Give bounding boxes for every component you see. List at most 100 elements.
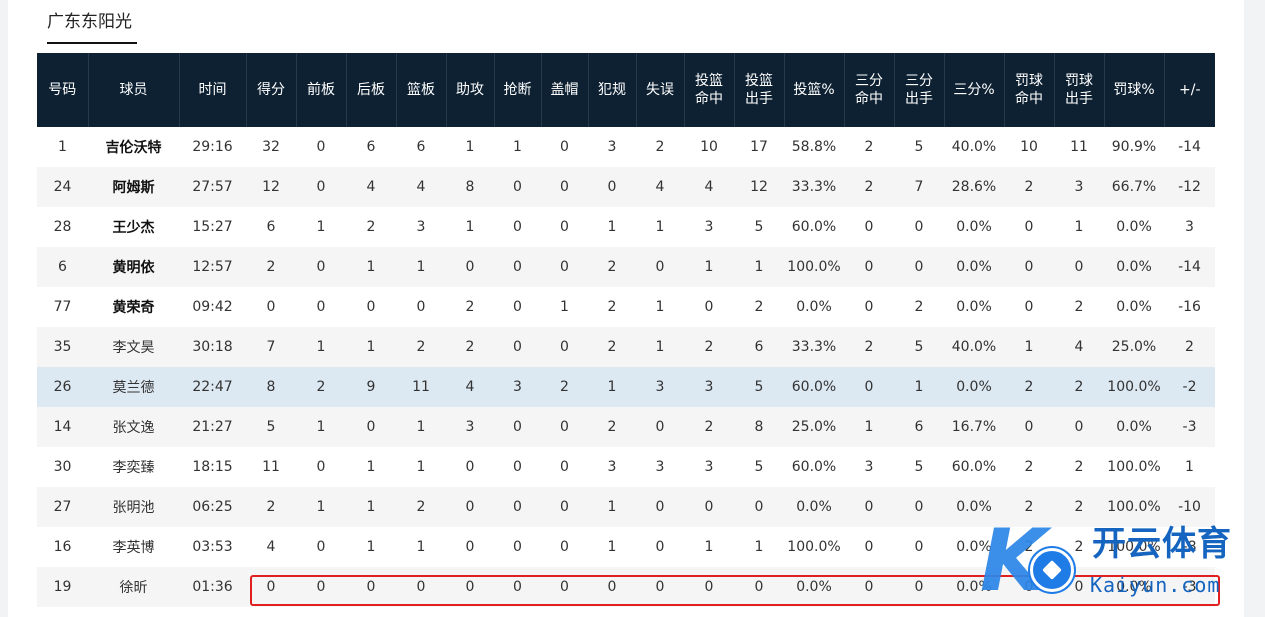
stat-cell: 1 — [734, 247, 784, 287]
column-header-label: 盖帽 — [550, 82, 579, 98]
stat-cell: 12 — [734, 167, 784, 207]
stat-cell: 0.0% — [1116, 219, 1152, 235]
stat-cell: 0 — [844, 247, 894, 287]
stat-cell: -8 — [1182, 539, 1197, 555]
stat-cell: 2 — [541, 367, 588, 407]
stat-cell: 11 — [262, 459, 280, 475]
stat-cell: 4 — [684, 167, 734, 207]
stat-cell: 3 — [864, 459, 874, 475]
column-header-label: 罚球 — [1065, 73, 1093, 89]
player-name: 莫兰德 — [88, 367, 179, 407]
stat-cell: 2 — [396, 487, 446, 527]
stat-cell: 5 — [246, 407, 296, 447]
stat-cell: 1 — [465, 219, 475, 235]
stat-cell: 2 — [864, 139, 874, 155]
stat-cell: 60.0% — [951, 459, 997, 475]
column-header-label: +/- — [1179, 82, 1201, 98]
stat-cell: 5 — [894, 327, 944, 367]
stat-cell: 0 — [366, 299, 376, 315]
column-header: +/- — [1164, 53, 1215, 127]
column-header: 三分 出手 — [894, 53, 945, 127]
stat-cell: 2 — [296, 367, 346, 407]
stat-cell: 0 — [541, 487, 588, 527]
stat-cell: 1 — [754, 539, 764, 555]
stat-cell: 1 — [607, 539, 617, 555]
stat-cell: 100.0% — [1107, 539, 1161, 555]
stat-cell: 58.8% — [791, 139, 837, 155]
stat-cell: 2 — [1074, 539, 1084, 555]
stat-cell: 0.0% — [1116, 299, 1152, 315]
stat-cell: 0.0% — [944, 487, 1004, 527]
stat-cell: 16.7% — [944, 407, 1004, 447]
stat-cell: 21:27 — [179, 407, 246, 447]
column-header: 三分 命中 — [844, 53, 895, 127]
stat-cell: 0 — [684, 487, 734, 527]
column-header: 球员 — [88, 53, 180, 127]
stat-cell: 4 — [396, 167, 446, 207]
player-name: 李奕臻 — [112, 460, 155, 476]
player-name: 王少杰 — [112, 220, 155, 236]
table-row: 30 李奕臻 18:15 11 0 1 1 0 0 0 3 3 3 5 60.0% 3 5 60.0% 2 2 100.… — [37, 447, 1215, 487]
stat-cell: 1 — [1004, 327, 1054, 367]
stat-cell: 0.0% — [1104, 407, 1164, 447]
column-header-label: 出手 — [1065, 91, 1093, 107]
column-header: 犯规 — [588, 53, 637, 127]
column-header: 抢断 — [494, 53, 542, 127]
column-header-label: 犯规 — [598, 82, 626, 98]
stat-cell: 100.0% — [1104, 367, 1164, 407]
stat-cell: 0 — [316, 299, 326, 315]
stat-cell: 0 — [541, 567, 588, 607]
table-header: 号码 球员 时间 得分 前板 后板 篮板 助攻 抢断 盖帽 犯规 失误 投篮 命中 投篮 出手 投篮% 三分 命中三… — [37, 53, 1215, 127]
table-row: 14 张文逸 21:27 5 1 0 1 3 0 0 2 0 2 8 25.0% 1 6 16.7% 0 0 0.0% -… — [37, 407, 1215, 447]
stat-cell: 2 — [684, 407, 734, 447]
stat-cell: 0 — [513, 459, 522, 475]
column-header-label: 后板 — [357, 82, 385, 98]
column-header-label: 时间 — [198, 82, 227, 98]
stat-cell: 1 — [396, 247, 446, 287]
stat-cell: 35 — [37, 327, 88, 367]
stat-cell: 27:57 — [179, 167, 246, 207]
stat-cell: 8 — [734, 407, 784, 447]
column-header-label: 篮板 — [407, 82, 435, 98]
column-header-label: 得分 — [257, 82, 285, 98]
team-tab[interactable]: 广东东阳光 — [47, 8, 137, 44]
stat-cell: 0 — [316, 139, 326, 155]
stat-cell: 2 — [588, 327, 636, 367]
stat-cell: 11 — [396, 367, 446, 407]
stat-cell: 0.0% — [944, 567, 1004, 607]
stat-cell: 3 — [1054, 167, 1104, 207]
stat-cell: 2 — [246, 487, 296, 527]
stat-cell: 1 — [1074, 219, 1084, 235]
stat-cell: 0 — [446, 567, 494, 607]
stat-cell: -3 — [1164, 407, 1215, 447]
table-row: 77 黄荣奇 09:42 0 0 0 0 2 0 1 2 1 0 2 0.0% 0 2 0.0% 0 2 0.0% -16 — [37, 287, 1215, 327]
stat-cell: 0 — [894, 567, 944, 607]
column-header-label: 号码 — [48, 82, 77, 98]
stat-cell: 0 — [894, 247, 944, 287]
stat-cell: 7 — [894, 167, 944, 207]
stat-cell: 0 — [346, 567, 396, 607]
stat-cell: 12 — [246, 167, 296, 207]
stat-cell: 0 — [588, 567, 636, 607]
stat-cell: 3 — [636, 367, 684, 407]
column-header: 助攻 — [446, 53, 495, 127]
stat-cell: 0.0% — [1104, 247, 1164, 287]
stat-cell: 0 — [541, 327, 588, 367]
column-header: 得分 — [246, 53, 297, 127]
stat-cell: 0 — [296, 567, 346, 607]
stat-cell: 0 — [396, 567, 446, 607]
stat-cell: 1 — [588, 367, 636, 407]
stat-cell: 1 — [607, 219, 617, 235]
stat-cell: 1 — [655, 299, 665, 315]
stat-cell: 1 — [416, 459, 426, 475]
stat-cell: 2 — [914, 299, 924, 315]
stat-cell: 0 — [636, 487, 684, 527]
stat-cell: 2 — [588, 407, 636, 447]
player-name: 张明池 — [88, 487, 179, 527]
stat-cell: 1 — [894, 367, 944, 407]
stat-cell: 2 — [1004, 167, 1054, 207]
column-header: 罚球% — [1104, 53, 1165, 127]
stat-cell: 0 — [494, 567, 541, 607]
stat-cell: 16 — [53, 539, 72, 555]
stat-cell: 100.0% — [787, 539, 841, 555]
